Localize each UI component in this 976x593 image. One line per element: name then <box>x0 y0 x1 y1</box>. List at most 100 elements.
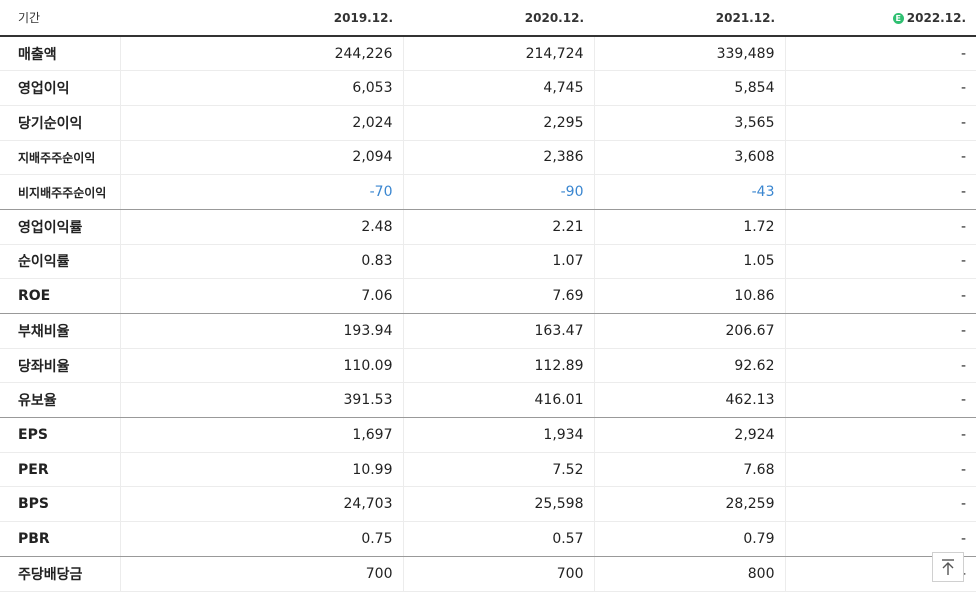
table-cell: 0.57 <box>402 521 594 557</box>
table-cell: 1.72 <box>593 209 785 245</box>
column-label: 2022.12. <box>906 10 966 25</box>
row-label: 비지배주주순이익 <box>0 174 120 210</box>
table-cell: 2,094 <box>119 140 403 176</box>
table-cell: -90 <box>402 174 594 210</box>
table-cell: - <box>784 486 976 523</box>
table-cell: - <box>784 278 976 314</box>
table-cell: 5,854 <box>593 70 785 106</box>
table-cell: - <box>784 452 976 488</box>
row-label: 매출액 <box>0 36 120 72</box>
table-cell: 7.52 <box>402 452 594 488</box>
table-row: 영업이익 6,053 4,745 5,854- <box>0 70 976 106</box>
table-cell: 244,226 <box>119 36 403 72</box>
row-label: 당좌비율 <box>0 348 120 384</box>
period-header: 기간 <box>0 0 120 37</box>
table-row: PBR 0.75 0.57 0.79- <box>0 521 976 557</box>
table-cell: 25,598 <box>402 486 594 523</box>
row-label: 지배주주순이익 <box>0 140 120 176</box>
row-label: BPS <box>0 486 120 523</box>
table-cell: 2,295 <box>402 105 594 141</box>
row-label: 유보율 <box>0 382 120 419</box>
row-label: 영업이익 <box>0 70 120 106</box>
table-row: 비지배주주순이익 -70 -90 -43- <box>0 174 976 210</box>
table-row: 부채비율 193.94 163.47 206.67- <box>0 313 976 349</box>
table-cell: 6,053 <box>119 70 403 106</box>
table-cell: 0.75 <box>119 521 403 557</box>
table-cell: 0.79 <box>593 521 785 557</box>
table-cell: 1.05 <box>593 244 785 280</box>
table-cell: 700 <box>402 556 594 592</box>
table-cell: 214,724 <box>402 36 594 72</box>
table-row: PER 10.99 7.52 7.68- <box>0 452 976 488</box>
row-label: PER <box>0 452 120 488</box>
table-cell: - <box>784 348 976 384</box>
table-cell: - <box>784 70 976 106</box>
column-label: 2021.12. <box>715 10 775 25</box>
table-cell: - <box>784 382 976 419</box>
table-row: EPS 1,697 1,934 2,924- <box>0 417 976 453</box>
table-cell: 2.48 <box>119 209 403 245</box>
table-cell: 1,934 <box>402 417 594 453</box>
table-cell: 2,024 <box>119 105 403 141</box>
table-row: 당기순이익 2,024 2,295 3,565- <box>0 105 976 141</box>
table-cell: 92.62 <box>593 348 785 384</box>
table-cell: - <box>784 140 976 176</box>
column-label: 2019.12. <box>333 10 393 25</box>
row-label: 당기순이익 <box>0 105 120 141</box>
table-cell: - <box>784 36 976 72</box>
table-row: BPS 24,703 25,598 28,259- <box>0 486 976 523</box>
table-cell: 7.68 <box>593 452 785 488</box>
row-label: ROE <box>0 278 120 314</box>
row-label: 주당배당금 <box>0 556 120 592</box>
row-label: 순이익률 <box>0 244 120 280</box>
column-header-1: 2020.12. <box>403 0 594 37</box>
table-cell: 339,489 <box>593 36 785 72</box>
table-cell: 2.21 <box>402 209 594 245</box>
table-row: 순이익률 0.83 1.07 1.05- <box>0 244 976 280</box>
table-cell: 10.99 <box>119 452 403 488</box>
table-row: 유보율 391.53 416.01 462.13- <box>0 382 976 419</box>
table-cell: 163.47 <box>402 313 594 349</box>
column-label: 2020.12. <box>524 10 584 25</box>
table-row: 지배주주순이익 2,094 2,386 3,608- <box>0 140 976 176</box>
table-cell: - <box>784 521 976 557</box>
scroll-to-top-button[interactable] <box>932 552 964 582</box>
column-header-0: 2019.12. <box>120 0 403 37</box>
table-cell: 2,924 <box>593 417 785 453</box>
table-cell: 3,608 <box>593 140 785 176</box>
table-cell: 1.07 <box>402 244 594 280</box>
column-header-2: 2021.12. <box>594 0 785 37</box>
table-cell: 1,697 <box>119 417 403 453</box>
table-row: ROE 7.06 7.69 10.86- <box>0 278 976 314</box>
row-label: 부채비율 <box>0 313 120 349</box>
table-cell: -43 <box>593 174 785 210</box>
table-cell: 28,259 <box>593 486 785 523</box>
table-row: 영업이익률 2.48 2.21 1.72- <box>0 209 976 245</box>
table-row: 당좌비율 110.09 112.89 92.62- <box>0 348 976 384</box>
row-label: 영업이익률 <box>0 209 120 245</box>
arrow-up-to-top-icon <box>942 559 954 575</box>
table-cell: 110.09 <box>119 348 403 384</box>
table-row: 매출액 244,226 214,724 339,489- <box>0 36 976 72</box>
table-cell: - <box>784 244 976 280</box>
table-cell: 4,745 <box>402 70 594 106</box>
table-cell: - <box>784 209 976 245</box>
table-cell: 416.01 <box>402 382 594 419</box>
table-cell: 7.06 <box>119 278 403 314</box>
table-cell: 112.89 <box>402 348 594 384</box>
estimate-badge-icon: E <box>892 12 904 24</box>
table-cell: 700 <box>119 556 403 592</box>
row-label: PBR <box>0 521 120 557</box>
table-cell: 0.83 <box>119 244 403 280</box>
table-cell: 2,386 <box>402 140 594 176</box>
table-cell: - <box>784 417 976 453</box>
row-label: EPS <box>0 417 120 453</box>
table-cell: 3,565 <box>593 105 785 141</box>
column-header-3: E 2022.12. <box>785 0 976 37</box>
table-cell: 800 <box>593 556 785 592</box>
table-cell: 7.69 <box>402 278 594 314</box>
table-cell: 10.86 <box>593 278 785 314</box>
table-cell: 462.13 <box>593 382 785 419</box>
